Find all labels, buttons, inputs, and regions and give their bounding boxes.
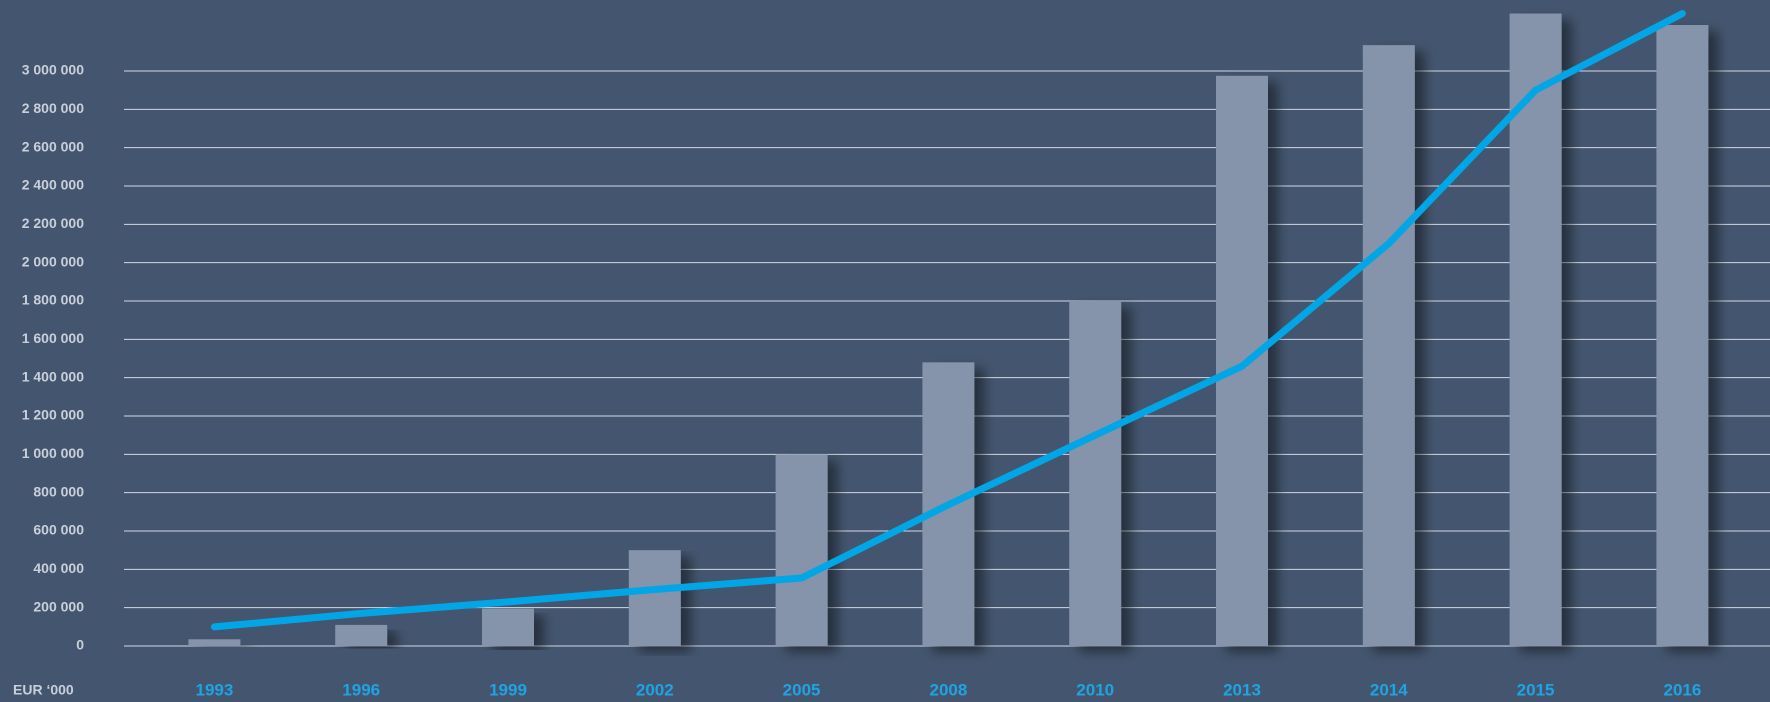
x-tick-label: 2013 bbox=[1223, 680, 1261, 699]
y-tick-label: 3 000 000 bbox=[22, 62, 84, 78]
axis-label: EUR ‘000 bbox=[13, 682, 74, 698]
x-tick-label: 2002 bbox=[636, 680, 674, 699]
bar bbox=[1216, 75, 1268, 646]
y-tick-label: 2 800 000 bbox=[22, 100, 84, 116]
y-tick-label: 2 200 000 bbox=[22, 215, 84, 231]
x-tick-label: 1999 bbox=[489, 680, 527, 699]
line bbox=[210, 10, 1686, 631]
x-tick-label: 1996 bbox=[342, 680, 380, 699]
bar bbox=[628, 550, 681, 646]
bar bbox=[335, 624, 388, 646]
bar bbox=[775, 454, 828, 646]
y-tick-label: 400 000 bbox=[33, 560, 84, 576]
y-tick-label: 2 400 000 bbox=[22, 177, 84, 193]
x-tick-label: 1993 bbox=[195, 680, 233, 699]
y-tick-label: 0 bbox=[76, 637, 84, 653]
bar bbox=[1362, 45, 1415, 646]
bar bbox=[188, 639, 241, 646]
bar bbox=[1509, 13, 1562, 646]
bar bbox=[1069, 301, 1122, 646]
x-tick-label: 2016 bbox=[1663, 680, 1701, 699]
y-tick-label: 1 800 000 bbox=[22, 292, 84, 308]
y-tick-label: 1 200 000 bbox=[22, 407, 84, 423]
x-tick-label: 2015 bbox=[1517, 680, 1555, 699]
y-tick-label: 1 000 000 bbox=[22, 445, 84, 461]
x-tick-label: 2008 bbox=[929, 680, 967, 699]
y-tick-label: 1 600 000 bbox=[22, 330, 84, 346]
y-tick-label: 1 400 000 bbox=[22, 368, 84, 384]
x-tick-label: 2010 bbox=[1076, 680, 1114, 699]
y-tick-label: 800 000 bbox=[33, 483, 84, 499]
x-tick-label: 2014 bbox=[1370, 680, 1408, 699]
y-tick-label: 200 000 bbox=[33, 598, 84, 614]
bar bbox=[1656, 25, 1709, 646]
y-tick-label: 2 600 000 bbox=[22, 138, 84, 154]
y-tick-label: 600 000 bbox=[33, 522, 84, 538]
y-tick-label: 2 000 000 bbox=[22, 253, 84, 269]
x-tick-label: 2005 bbox=[783, 680, 821, 699]
bar bbox=[482, 608, 534, 646]
